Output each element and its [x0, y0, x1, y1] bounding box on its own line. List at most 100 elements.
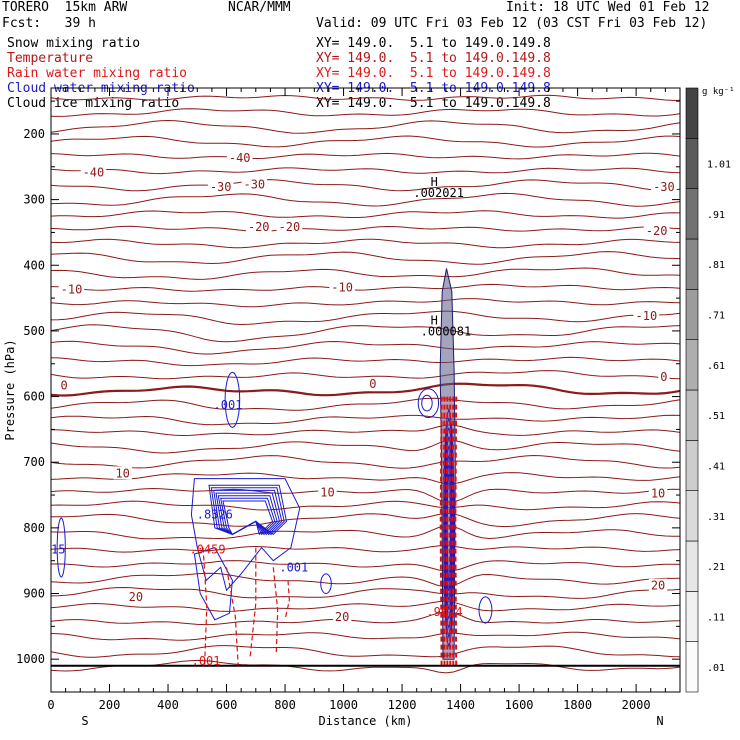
- cloud-water-ring: [193, 546, 233, 621]
- isotherm-label: -10: [331, 281, 353, 295]
- isotherm-label-bg: [332, 610, 352, 624]
- isotherm-label-bg: [658, 369, 670, 383]
- extremum-label: 15: [51, 543, 65, 557]
- isotherm-label: 10: [115, 466, 129, 480]
- colorbar-tick-label: .41: [707, 462, 725, 473]
- cloud-water-block: [190, 478, 301, 592]
- colorbar-tick-label: .21: [707, 562, 725, 573]
- field-snow-name: Snow mixing ratio: [7, 36, 141, 51]
- extremum-label: .001: [214, 398, 243, 412]
- colorbar-swatch: [685, 490, 699, 542]
- chart-annotations: H.002021H.000081.001.8326.0459.00115.902…: [51, 175, 471, 668]
- isotherm-label: -40: [229, 151, 251, 165]
- x-tick-label: 0: [47, 698, 54, 712]
- isotherm-label: 20: [335, 610, 349, 624]
- y-tick-label: 400: [23, 258, 45, 272]
- colorbar-swatch: [685, 138, 699, 189]
- isotherm-label: -30: [653, 180, 675, 194]
- isotherm: [50, 560, 681, 572]
- x-tick-label: 1600: [505, 698, 534, 712]
- cloud-water-ring: [421, 394, 433, 412]
- isotherm-label-bg: [226, 151, 253, 165]
- isotherm: [50, 324, 681, 343]
- colorbar-tick-label: .51: [707, 411, 725, 422]
- isotherm-label: 0: [369, 377, 376, 391]
- colorbar-unit: g kg⁻¹: [702, 87, 735, 97]
- isotherm: [50, 611, 681, 626]
- rain-contour: [448, 396, 452, 666]
- isotherm: [50, 152, 681, 160]
- isotherm-label-bg: [367, 377, 379, 391]
- rain-contour: [202, 547, 208, 666]
- valid-time: Valid: 09 UTC Fri 03 Feb 12 (03 CST Fri …: [316, 16, 708, 31]
- isotherm-label-bg: [245, 220, 272, 234]
- isotherm: [50, 167, 681, 175]
- isotherm: [50, 487, 681, 503]
- isotherm: [50, 210, 681, 219]
- extremum-label: .002021: [413, 186, 464, 200]
- y-tick-label: 700: [23, 455, 45, 469]
- field-temperature-xy: XY= 149.0. 5.1 to 149.0.149.8: [316, 51, 551, 66]
- isotherm: [50, 310, 681, 326]
- isotherm: [50, 94, 680, 101]
- isotherm: [50, 356, 681, 367]
- isotherm-label-bg: [58, 282, 85, 296]
- colorbar-tick-label: .91: [707, 210, 725, 221]
- field-snow-xy: XY= 149.0. 5.1 to 149.0.149.8: [316, 36, 551, 51]
- y-tick-label: 800: [23, 521, 45, 535]
- cloud-water-block-ring: [222, 500, 274, 536]
- isotherm-label-bg: [58, 378, 70, 392]
- rain-contours: [202, 396, 458, 666]
- isotherm-label: 10: [651, 487, 665, 501]
- colorbar-tick-label: 1.01: [707, 160, 731, 171]
- x-tick-label: 800: [274, 698, 296, 712]
- rain-contour: [439, 396, 443, 666]
- colorbar-swatch: [685, 289, 699, 340]
- rain-contour: [249, 547, 257, 660]
- isotherm: [50, 238, 681, 249]
- x-tick-label: 1400: [446, 698, 475, 712]
- isotherm: [50, 424, 681, 437]
- isotherm: [50, 439, 681, 454]
- colorbar-tick-label: .11: [707, 613, 725, 624]
- rain-contour: [442, 396, 446, 666]
- y-tick-label: 200: [23, 127, 45, 141]
- extremum-label: .9024: [426, 605, 462, 619]
- isotherm-label-bg: [633, 308, 660, 322]
- isotherm-label-bg: [648, 486, 668, 500]
- cloud-water-ring: [56, 517, 66, 578]
- extremum-label: H: [431, 313, 438, 327]
- colorbar-swatch: [685, 87, 699, 139]
- x-tick-label: 1000: [329, 698, 358, 712]
- field-rain-name: Rain water mixing ratio: [7, 66, 188, 81]
- isotherm-label: 20: [129, 590, 143, 604]
- colorbar-tick-label: .81: [707, 260, 725, 271]
- x-tick-label: 1200: [388, 698, 417, 712]
- x-axis-label: Distance (km): [319, 714, 413, 728]
- isotherm: [50, 135, 681, 148]
- isotherm: [50, 283, 681, 292]
- rain-contour: [454, 396, 458, 666]
- isotherm: [50, 472, 681, 485]
- isotherm: [50, 192, 681, 207]
- extremum-label: .001: [192, 654, 221, 668]
- isotherm: [50, 340, 681, 355]
- isotherm-label: -10: [636, 309, 658, 323]
- center-label: NCAR/MMM: [228, 0, 291, 15]
- model-title: TORERO 15km ARW: [2, 0, 128, 15]
- isotherm: [50, 370, 681, 380]
- isotherm: [50, 645, 681, 658]
- x-tick-label: 2000: [622, 698, 651, 712]
- isotherm: [50, 397, 681, 411]
- y-tick-label: 1000: [16, 652, 45, 666]
- colorbar-tick-label: .31: [707, 512, 725, 523]
- isotherm: [50, 119, 681, 134]
- isotherm-label: -20: [646, 224, 668, 238]
- isotherm: [50, 631, 681, 641]
- extremum-label: .000081: [421, 325, 472, 339]
- isotherm-label: -20: [279, 220, 301, 234]
- cloud-water-block-ring: [220, 497, 276, 536]
- isotherm-label-bg: [207, 180, 234, 194]
- isotherm-label-bg: [643, 224, 670, 238]
- cloud-water-block-ring: [217, 495, 278, 536]
